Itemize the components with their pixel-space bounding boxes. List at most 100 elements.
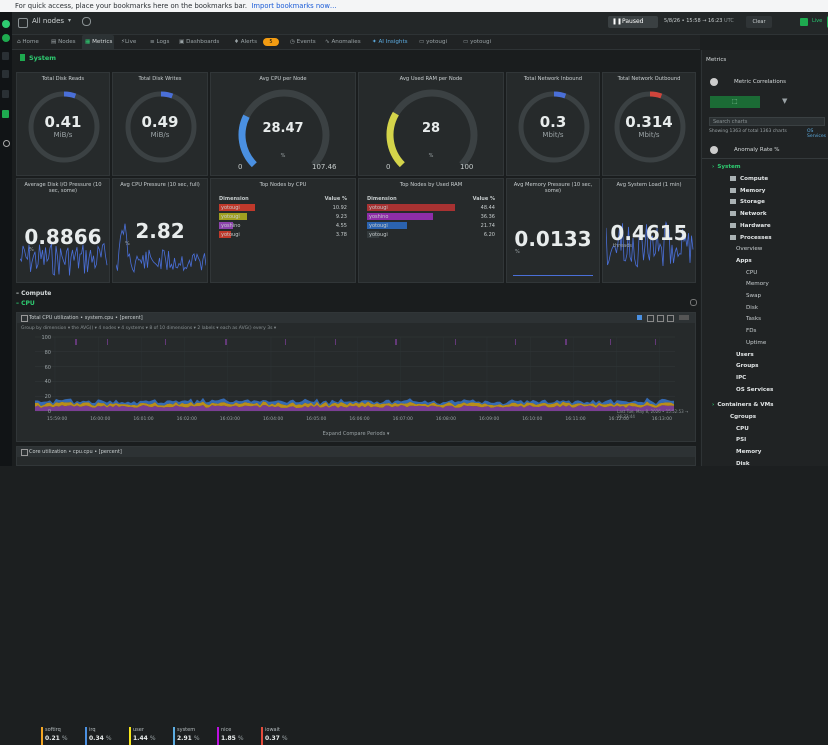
tree-item[interactable]: Swap	[746, 293, 761, 299]
bar	[367, 213, 433, 220]
mem-pressure-card: Avg Memory Pressure (10 sec, some) 0.013…	[506, 178, 600, 283]
tree-item[interactable]: Groups	[736, 363, 759, 369]
node-name[interactable]: yotougi	[369, 205, 388, 211]
legend-item[interactable]: iowait 0.37 %	[261, 727, 288, 745]
tree-item[interactable]: Storage	[730, 199, 765, 205]
tab-events[interactable]: ◷ Events	[287, 35, 319, 49]
tab-nodes[interactable]: ▤ Nodes	[48, 35, 78, 49]
dashboard-icon[interactable]	[2, 52, 9, 60]
gauge-max: 107.46	[312, 163, 337, 171]
tab-dashboards[interactable]: ▣ Dashboards	[176, 35, 228, 49]
gauge-ring	[125, 91, 197, 163]
node-name[interactable]: yotougi	[221, 232, 240, 238]
chart-toggle[interactable]	[679, 315, 689, 320]
node-name[interactable]: yotougi	[369, 223, 388, 229]
legend-item[interactable]: user 1.44 %	[129, 727, 156, 745]
legend-item[interactable]: nice 1.85 %	[217, 727, 244, 745]
alerts-icon[interactable]	[2, 90, 9, 98]
cloud-icon[interactable]	[800, 18, 808, 26]
tree-item[interactable]: CPU	[736, 426, 749, 432]
settings-icon[interactable]	[82, 17, 91, 26]
correlation-toggle[interactable]	[710, 78, 718, 86]
tree-item[interactable]: PSI	[736, 437, 746, 443]
tab-metrics[interactable]: ▦ Metrics	[82, 35, 114, 49]
tree-item[interactable]: › System	[712, 164, 741, 170]
anomaly-toggle[interactable]	[710, 146, 718, 154]
help-icon[interactable]	[3, 140, 10, 147]
tab-node-yotougi-2[interactable]: ▭ yotougi	[460, 35, 500, 49]
chart-toolbar-icon[interactable]	[667, 315, 674, 322]
tree-item-label: System	[717, 164, 741, 170]
gauge-card: Total Disk Reads 0.41 MiB/s	[16, 72, 110, 176]
tree-item[interactable]: Memory	[730, 187, 765, 194]
expand-button[interactable]: Expand Compare Periods ▾	[322, 431, 390, 437]
tab-logs[interactable]: ≡ Logs	[147, 35, 173, 49]
os-services-link[interactable]: OS Services	[807, 129, 826, 139]
tree-item[interactable]: Users	[736, 352, 754, 358]
legend-item[interactable]: softirq 0.21 %	[41, 727, 68, 745]
node-name[interactable]: yotougi	[221, 205, 240, 211]
tree-item[interactable]: Cgroups	[730, 414, 756, 420]
time-range[interactable]: 5/8/26 • 15:58 → 16:23 UTC	[664, 18, 734, 24]
import-bookmarks-link[interactable]: Import bookmarks now…	[251, 2, 337, 10]
expand-chevron-icon: ›	[712, 402, 715, 409]
legend-value: 2.91 %	[177, 735, 200, 742]
tab-anomalies[interactable]: ∿ Anomalies	[322, 35, 366, 49]
tree-item[interactable]: Compute	[730, 176, 768, 182]
node-name[interactable]: yotougi	[369, 232, 388, 238]
space-avatar-icon[interactable]	[2, 20, 10, 28]
cpu-utilization-chart: Total CPU utilization • system.cpu • [pe…	[16, 312, 696, 745]
chart-toolbar-icon[interactable]	[657, 315, 664, 322]
chevron-down-icon[interactable]: ▾	[68, 17, 72, 24]
chart-filters[interactable]: Group by dimension ▾ the AVG() ▾ 4 nodes…	[21, 326, 277, 331]
pause-icon: ❚❚	[612, 18, 623, 25]
tab-home[interactable]: ⌂ Home	[14, 35, 44, 49]
tree-item[interactable]: CPU	[746, 270, 757, 276]
funnel-icon[interactable]: ▼	[782, 97, 788, 105]
gauge-title: Avg CPU per Node	[259, 76, 307, 82]
paused-button[interactable]: ❚❚ Paused	[608, 16, 658, 28]
tree-item[interactable]: Hardware	[730, 222, 771, 229]
tree-item[interactable]: Memory	[746, 281, 769, 287]
filter-tab-active[interactable]	[710, 96, 760, 108]
tree-item[interactable]: Disk	[746, 305, 758, 311]
tree-item[interactable]: OS Services	[736, 387, 773, 393]
tree-item[interactable]: FDs	[746, 328, 756, 334]
chart-header	[17, 447, 695, 457]
anomaly-rate-label[interactable]: Anomaly Rate %	[734, 147, 780, 153]
tab-live[interactable]: ⚡Live	[118, 35, 144, 49]
nodes-filter[interactable]: All nodes	[32, 17, 65, 25]
chart-toolbar-icon[interactable]	[647, 315, 654, 322]
tree-item[interactable]: Disk	[736, 461, 750, 467]
tree-item[interactable]: Processes	[730, 234, 772, 241]
node-name[interactable]: yoshino	[369, 214, 389, 220]
tree-item[interactable]: Tasks	[746, 316, 761, 322]
clear-button[interactable]: Clear	[746, 16, 772, 28]
tree-item[interactable]: Uptime	[746, 340, 766, 346]
room-avatar-icon[interactable]	[2, 34, 10, 42]
legend-item[interactable]: irq 0.34 %	[85, 727, 112, 745]
chart-toolbar-icon[interactable]	[637, 315, 642, 320]
tab-alerts[interactable]: ♦ Alerts 5	[231, 35, 283, 49]
search-charts-input[interactable]: Search charts	[709, 117, 825, 126]
top-ram-card: Top Nodes by Used RAM Dimension Value % …	[358, 178, 504, 283]
tree-item[interactable]: Overview	[736, 246, 762, 252]
top-cpu-card: Top Nodes by CPU Dimension Value % yotou…	[210, 178, 356, 283]
legend-item[interactable]: system 2.91 %	[173, 727, 200, 745]
tree-item[interactable]: IPC	[736, 375, 746, 381]
node-name[interactable]: yoshino	[221, 223, 241, 229]
section-info-icon[interactable]	[690, 299, 697, 306]
tab-node-yotougi-1[interactable]: ▭ yotougi	[416, 35, 456, 49]
node-name[interactable]: yotougi	[221, 214, 240, 220]
integrations-icon[interactable]	[2, 110, 9, 118]
nodes-icon[interactable]	[2, 70, 9, 78]
unit: threads	[613, 243, 632, 249]
tree-item[interactable]: › Containers & VMs	[712, 402, 773, 408]
live-label: Live	[812, 18, 823, 24]
tab-ai-insights[interactable]: ✦ AI Insights	[369, 35, 413, 49]
tree-item[interactable]: Apps	[736, 258, 752, 264]
tree-item[interactable]: Network	[730, 211, 767, 217]
tab-label: Logs	[156, 39, 170, 45]
tree-item[interactable]: Memory	[736, 449, 761, 455]
metric-correlations-label[interactable]: Metric Correlations	[734, 79, 787, 85]
